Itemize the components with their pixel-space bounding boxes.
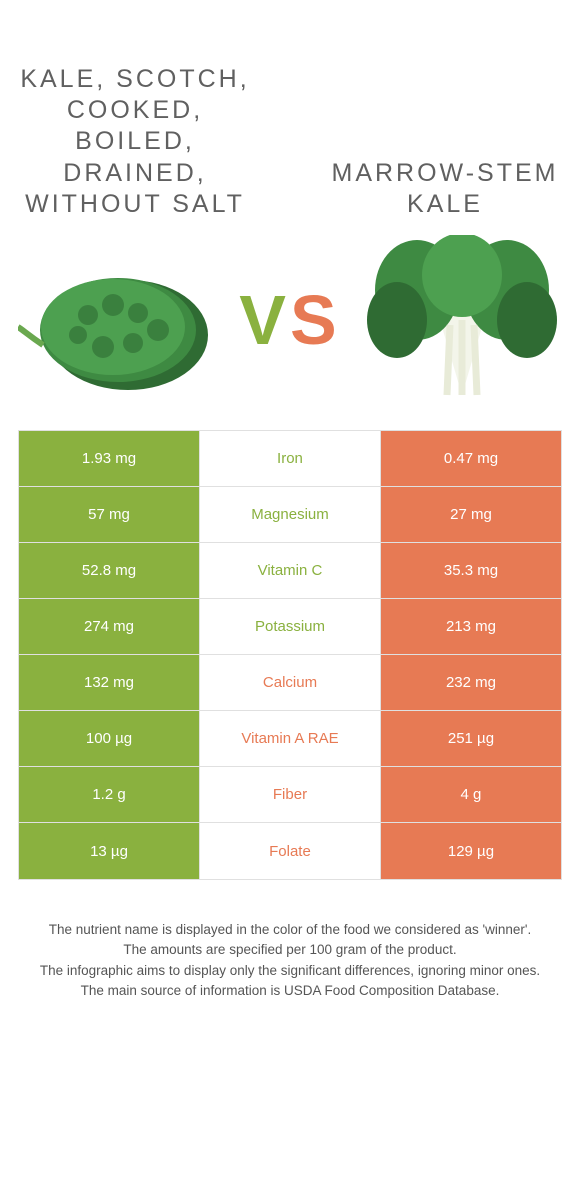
nutrient-label: Fiber <box>200 767 380 822</box>
table-row: 132 mgCalcium232 mg <box>19 655 561 711</box>
left-value: 132 mg <box>19 655 200 710</box>
left-value: 57 mg <box>19 487 200 542</box>
table-row: 52.8 mgVitamin C35.3 mg <box>19 543 561 599</box>
nutrient-label: Magnesium <box>200 487 380 542</box>
left-value: 52.8 mg <box>19 543 200 598</box>
left-value: 100 µg <box>19 711 200 766</box>
right-food-title: Marrow-stem Kale <box>330 158 560 221</box>
footer-line: The infographic aims to display only the… <box>22 961 558 981</box>
left-value: 13 µg <box>19 823 200 879</box>
nutrient-table: 1.93 mgIron0.47 mg57 mgMagnesium27 mg52.… <box>18 430 562 880</box>
header: Kale, scotch, cooked, boiled, drained, w… <box>0 0 580 220</box>
table-row: 13 µgFolate129 µg <box>19 823 561 879</box>
left-value: 274 mg <box>19 599 200 654</box>
right-value: 0.47 mg <box>380 431 561 486</box>
left-value: 1.93 mg <box>19 431 200 486</box>
left-value: 1.2 g <box>19 767 200 822</box>
right-value: 232 mg <box>380 655 561 710</box>
vs-label: VS <box>239 285 340 355</box>
table-row: 274 mgPotassium213 mg <box>19 599 561 655</box>
nutrient-label: Calcium <box>200 655 380 710</box>
footer-notes: The nutrient name is displayed in the co… <box>0 880 580 1001</box>
nutrient-label: Potassium <box>200 599 380 654</box>
right-value: 129 µg <box>380 823 561 879</box>
right-value: 251 µg <box>380 711 561 766</box>
images-row: VS <box>0 220 580 430</box>
right-value: 4 g <box>380 767 561 822</box>
table-row: 57 mgMagnesium27 mg <box>19 487 561 543</box>
footer-line: The amounts are specified per 100 gram o… <box>22 940 558 960</box>
table-row: 1.93 mgIron0.47 mg <box>19 431 561 487</box>
vs-s: S <box>290 281 341 359</box>
nutrient-label: Folate <box>200 823 380 879</box>
right-value: 35.3 mg <box>380 543 561 598</box>
nutrient-label: Iron <box>200 431 380 486</box>
right-food-image <box>362 235 562 405</box>
right-value: 213 mg <box>380 599 561 654</box>
left-food-title: Kale, scotch, cooked, boiled, drained, w… <box>20 64 250 220</box>
nutrient-label: Vitamin A RAE <box>200 711 380 766</box>
table-row: 100 µgVitamin A RAE251 µg <box>19 711 561 767</box>
left-food-image <box>18 235 218 405</box>
footer-line: The main source of information is USDA F… <box>22 981 558 1001</box>
vs-v: V <box>239 281 290 359</box>
right-value: 27 mg <box>380 487 561 542</box>
nutrient-label: Vitamin C <box>200 543 380 598</box>
footer-line: The nutrient name is displayed in the co… <box>22 920 558 940</box>
table-row: 1.2 gFiber4 g <box>19 767 561 823</box>
